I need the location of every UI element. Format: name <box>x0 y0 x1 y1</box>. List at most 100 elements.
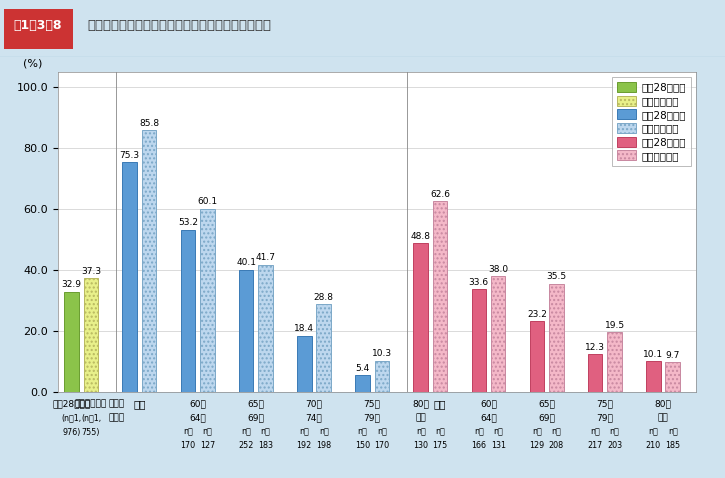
Text: 203: 203 <box>607 441 622 450</box>
Text: (n＝1,: (n＝1, <box>81 413 101 423</box>
Text: n＝: n＝ <box>474 428 484 437</box>
Text: 平成28年全体: 平成28年全体 <box>52 399 91 408</box>
Bar <box>316 304 331 392</box>
Bar <box>646 361 660 392</box>
Text: 79歳: 79歳 <box>597 413 613 423</box>
Text: 64歳: 64歳 <box>189 413 206 423</box>
Text: n＝: n＝ <box>610 428 619 437</box>
Text: 183: 183 <box>258 441 273 450</box>
Text: 〈性・: 〈性・ <box>108 399 124 408</box>
Text: 79歳: 79歳 <box>364 413 381 423</box>
Text: (n＝1,: (n＝1, <box>62 413 82 423</box>
Text: 69歳: 69歳 <box>247 413 264 423</box>
Text: 64歳: 64歳 <box>480 413 497 423</box>
Text: 755): 755) <box>82 428 100 437</box>
Bar <box>491 276 505 392</box>
Text: 32.9: 32.9 <box>62 280 82 289</box>
Bar <box>588 355 602 392</box>
Text: 女性: 女性 <box>434 399 447 409</box>
Text: 75〜: 75〜 <box>597 399 613 408</box>
Text: 5.4: 5.4 <box>355 364 370 373</box>
Text: n＝: n＝ <box>668 428 678 437</box>
Text: 127: 127 <box>199 441 215 450</box>
Text: 以上: 以上 <box>415 413 426 423</box>
Bar <box>83 278 99 392</box>
Text: 令和元年全体: 令和元年全体 <box>75 399 107 408</box>
Text: 53.2: 53.2 <box>178 218 198 227</box>
Text: 年齢〉: 年齢〉 <box>108 413 124 423</box>
Text: 41.7: 41.7 <box>255 253 276 262</box>
Text: n＝: n＝ <box>493 428 503 437</box>
Bar <box>433 201 447 392</box>
Text: 23.2: 23.2 <box>527 310 547 319</box>
Text: 175: 175 <box>432 441 447 450</box>
Text: 69歳: 69歳 <box>538 413 555 423</box>
Text: 男性: 男性 <box>133 399 146 409</box>
Text: 252: 252 <box>239 441 254 450</box>
Bar <box>549 283 563 392</box>
Text: 192: 192 <box>297 441 312 450</box>
Text: 74歳: 74歳 <box>306 413 323 423</box>
Text: n＝: n＝ <box>319 428 328 437</box>
Bar <box>413 243 428 392</box>
Text: 170: 170 <box>181 441 196 450</box>
Text: n＝: n＝ <box>590 428 600 437</box>
Text: 130: 130 <box>413 441 428 450</box>
Text: n＝: n＝ <box>532 428 542 437</box>
Bar <box>258 265 273 392</box>
Bar <box>123 163 137 392</box>
Text: n＝: n＝ <box>357 428 368 437</box>
Bar <box>65 292 79 392</box>
Text: 60〜: 60〜 <box>480 399 497 408</box>
Text: 170: 170 <box>374 441 389 450</box>
Text: 19.5: 19.5 <box>605 321 625 330</box>
Text: n＝: n＝ <box>202 428 212 437</box>
Bar <box>239 270 253 392</box>
Text: 210: 210 <box>646 441 661 450</box>
Text: 976): 976) <box>62 428 80 437</box>
Text: 70〜: 70〜 <box>305 399 323 408</box>
Text: 図1－3－8: 図1－3－8 <box>14 19 62 33</box>
Text: n＝: n＝ <box>435 428 445 437</box>
Text: 48.8: 48.8 <box>410 232 431 241</box>
Text: 60.1: 60.1 <box>197 197 218 206</box>
Text: 75.3: 75.3 <box>120 151 140 160</box>
Text: 10.3: 10.3 <box>372 349 392 358</box>
Bar <box>666 362 680 392</box>
Text: 131: 131 <box>491 441 506 450</box>
Bar <box>200 209 215 392</box>
Text: n＝: n＝ <box>415 428 426 437</box>
Bar <box>530 321 544 392</box>
Text: 75〜: 75〜 <box>364 399 381 408</box>
Text: n＝: n＝ <box>377 428 386 437</box>
Text: 150: 150 <box>355 441 370 450</box>
Text: 28.8: 28.8 <box>314 293 334 302</box>
Bar <box>181 230 195 392</box>
FancyBboxPatch shape <box>4 9 72 49</box>
Legend: 平成28年全体, 令和元年全体, 平成28年男性, 令和元年男性, 平成28年女性, 令和元年女性: 平成28年全体, 令和元年全体, 平成28年男性, 令和元年男性, 平成28年女… <box>612 77 691 166</box>
Text: 80歳: 80歳 <box>413 399 429 408</box>
Text: 65〜: 65〜 <box>247 399 264 408</box>
Bar <box>297 336 312 392</box>
Text: 38.0: 38.0 <box>488 265 508 273</box>
Text: 33.6: 33.6 <box>469 278 489 287</box>
Text: n＝: n＝ <box>552 428 561 437</box>
Text: 35.5: 35.5 <box>547 272 566 281</box>
Text: 12.3: 12.3 <box>585 343 605 352</box>
Text: 208: 208 <box>549 441 564 450</box>
Text: 217: 217 <box>587 441 602 450</box>
Text: 60〜: 60〜 <box>189 399 206 408</box>
Bar <box>608 333 622 392</box>
Text: n＝: n＝ <box>241 428 251 437</box>
Text: 129: 129 <box>529 441 544 450</box>
Text: n＝: n＝ <box>183 428 193 437</box>
Text: 65〜: 65〜 <box>538 399 555 408</box>
Text: 198: 198 <box>316 441 331 450</box>
Y-axis label: (%): (%) <box>22 58 42 68</box>
Bar <box>375 360 389 392</box>
Bar <box>355 376 370 392</box>
Text: 収入のある仕事をしている人の割合（性・年齢別）: 収入のある仕事をしている人の割合（性・年齢別） <box>87 19 271 33</box>
Text: 62.6: 62.6 <box>430 190 450 198</box>
Text: 以上: 以上 <box>658 413 668 423</box>
Text: 18.4: 18.4 <box>294 325 314 333</box>
